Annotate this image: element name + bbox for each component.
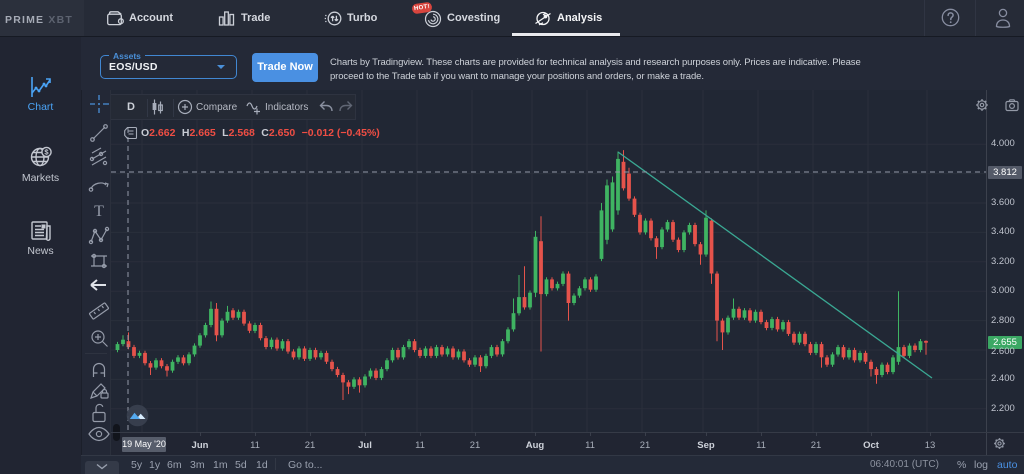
svg-text:T: T — [94, 203, 104, 220]
svg-text:$: $ — [44, 148, 49, 157]
